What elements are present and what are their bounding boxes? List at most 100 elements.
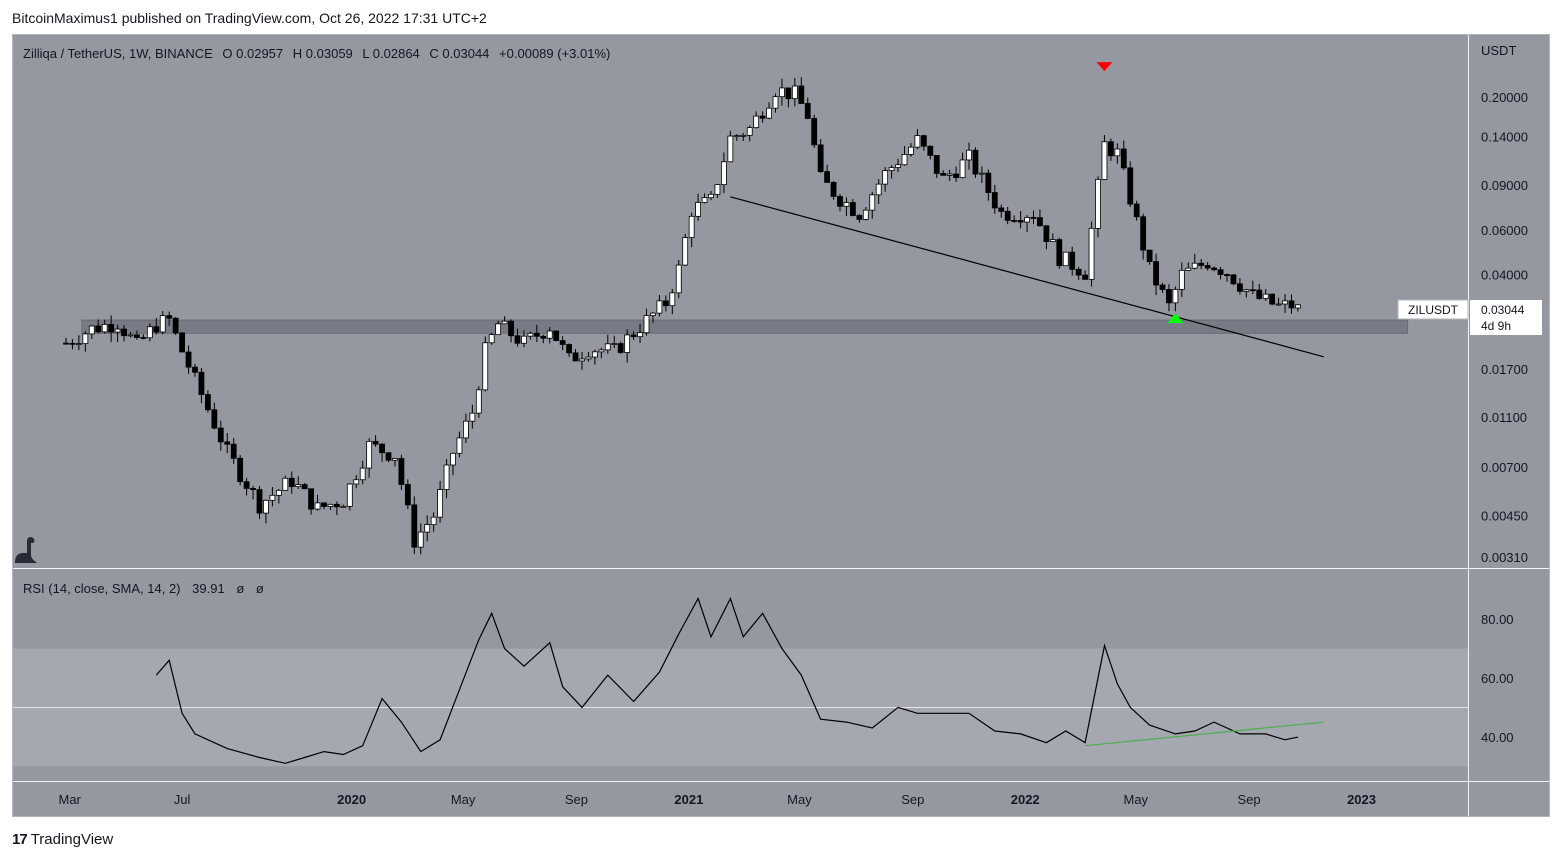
- candle: [1159, 282, 1166, 293]
- candle-body: [1120, 148, 1127, 169]
- candle-body: [617, 343, 624, 353]
- rsi-line: [155, 596, 1299, 764]
- candle-body: [927, 145, 934, 156]
- price-axis[interactable]: 0.20000 0.14000 0.09000 0.06000 0.04000 0.017…: [1481, 90, 1528, 565]
- price-tick-label: 0.06000: [1481, 223, 1528, 238]
- candle-body: [579, 358, 585, 362]
- support-zone[interactable]: [81, 319, 1409, 334]
- candle: [991, 184, 998, 214]
- candle: [972, 147, 979, 178]
- candle: [1114, 143, 1121, 164]
- candle-body: [159, 315, 166, 333]
- candle-body: [340, 505, 347, 508]
- candle-body: [1056, 239, 1063, 267]
- rsi-legend[interactable]: RSI (14, close, SMA, 14, 2) 39.91 ø ø: [23, 581, 264, 596]
- candle-body: [650, 312, 656, 316]
- candle-body: [1243, 289, 1250, 292]
- candle-body: [779, 87, 785, 98]
- candle: [979, 166, 985, 183]
- candle: [804, 97, 811, 120]
- candle: [811, 114, 818, 148]
- candle: [940, 170, 947, 176]
- candle-body: [495, 323, 502, 336]
- candle: [321, 502, 327, 510]
- candle: [327, 503, 334, 511]
- candle-body: [733, 135, 740, 138]
- rsi-rising-trendline[interactable]: [1085, 721, 1324, 747]
- candle-body: [946, 173, 953, 176]
- candle: [217, 420, 224, 451]
- candle: [1011, 215, 1018, 223]
- candle: [817, 139, 824, 174]
- candle-body: [63, 342, 69, 345]
- candle-body: [759, 115, 766, 119]
- candle-body: [417, 531, 424, 548]
- tradingview-footer[interactable]: 17 TradingView: [12, 829, 113, 849]
- time-axis-background[interactable]: [13, 782, 1549, 816]
- rsi-na-1: ø: [236, 581, 244, 596]
- candle: [1043, 225, 1050, 250]
- candle: [1166, 284, 1172, 312]
- candle: [791, 77, 798, 107]
- candle: [121, 324, 127, 342]
- candle: [527, 331, 534, 340]
- price-tick-label: 0.00310: [1481, 550, 1528, 565]
- candle: [1146, 249, 1153, 265]
- candle: [766, 102, 772, 120]
- candle: [579, 351, 585, 370]
- candle-body: [553, 330, 560, 342]
- candle: [411, 496, 418, 554]
- current-price-tag[interactable]: ZILUSDT 0.03044 4d 9h: [1397, 299, 1542, 335]
- rsi-axis[interactable]: 80.00 60.00 40.00: [1481, 612, 1514, 745]
- candle-body: [269, 494, 276, 501]
- candle: [1153, 253, 1159, 296]
- candle-body: [527, 332, 534, 337]
- rsi-axis-background[interactable]: [1469, 569, 1549, 781]
- candle: [475, 386, 482, 418]
- candle-body: [856, 215, 863, 220]
- candle-body: [1172, 289, 1179, 304]
- price-tag-value: 0.03044: [1481, 303, 1525, 317]
- descending-trendline[interactable]: [730, 196, 1324, 358]
- candle-body: [708, 193, 714, 199]
- main-legend[interactable]: Zilliqa / TetherUS, 1W, BINANCE O 0.0295…: [23, 46, 610, 61]
- candle-body: [1146, 249, 1153, 263]
- time-tick-label: Jul: [174, 792, 191, 807]
- support-zone-rect[interactable]: [81, 319, 1409, 334]
- candle-body: [398, 458, 405, 485]
- candle-body: [256, 489, 263, 514]
- candle: [1127, 161, 1134, 208]
- candle-body: [1191, 262, 1198, 269]
- candle: [759, 111, 766, 123]
- candle-body: [301, 484, 308, 490]
- candle-body: [488, 334, 495, 344]
- candle-body: [508, 320, 514, 337]
- candle-body: [288, 477, 295, 487]
- candle-body: [1133, 203, 1140, 218]
- candle-body: [211, 409, 218, 429]
- candle: [604, 334, 611, 354]
- candle: [721, 152, 727, 194]
- candle-body: [501, 320, 508, 325]
- candle-body: [966, 149, 972, 161]
- candle: [366, 438, 373, 478]
- candle: [701, 193, 708, 204]
- trendline-layer[interactable]: [730, 196, 1324, 358]
- candle-body: [333, 503, 340, 508]
- candle-body: [482, 342, 489, 391]
- main-pane-background[interactable]: [13, 35, 1468, 568]
- candle-body: [346, 483, 353, 507]
- candle: [146, 323, 153, 342]
- candle: [675, 259, 682, 299]
- candle-body: [469, 412, 476, 422]
- time-axis[interactable]: Mar Jul 2020 May Sep 2021 May Sep 2022 May Sep 2023: [58, 792, 1375, 807]
- candle-body: [753, 115, 760, 129]
- candle-body: [1282, 300, 1288, 305]
- candle: [379, 443, 385, 462]
- candle-body: [108, 323, 115, 333]
- candle: [1133, 200, 1140, 221]
- candle: [559, 336, 566, 351]
- candle-body: [1211, 267, 1217, 271]
- candle-body: [204, 394, 211, 411]
